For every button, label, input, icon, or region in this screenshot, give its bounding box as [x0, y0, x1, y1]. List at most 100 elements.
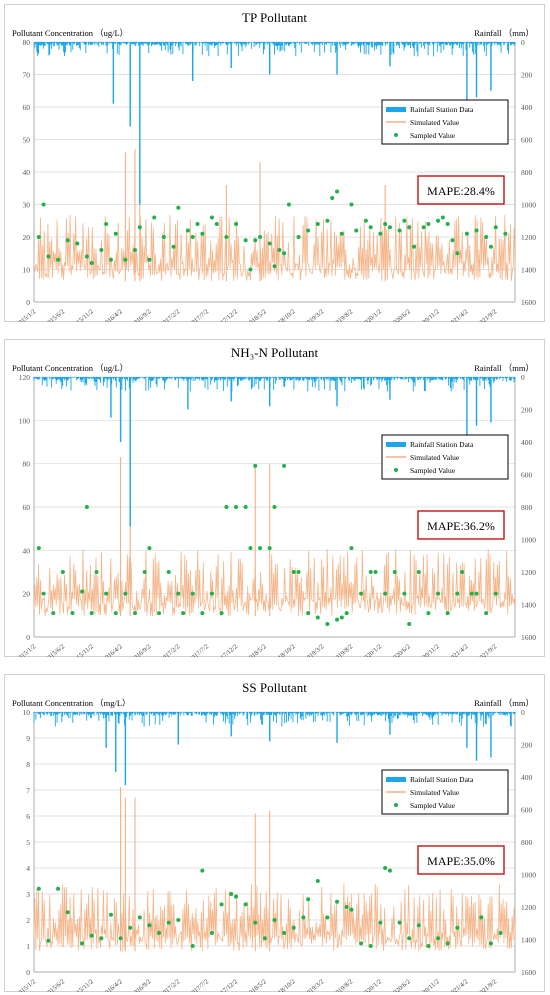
sampled-point — [315, 222, 320, 226]
sampled-point — [387, 868, 392, 873]
sampled-point — [147, 923, 152, 928]
sampled-point — [108, 912, 113, 917]
y2-tick-label: 800 — [521, 838, 533, 847]
sampled-point — [378, 920, 383, 925]
sampled-point — [104, 591, 109, 596]
sampled-point — [349, 907, 354, 912]
y2-axis-label: Rainfall （mm） — [474, 363, 534, 373]
sampled-point — [368, 570, 373, 574]
sampled-point — [296, 235, 301, 239]
y2-tick-label: 1600 — [521, 298, 536, 307]
chart-title: TP Pollutant — [242, 10, 307, 25]
y-tick-label: 20 — [23, 590, 31, 599]
y2-tick-label: 600 — [521, 136, 533, 145]
sampled-point — [445, 222, 450, 226]
y-tick-label: 0 — [26, 633, 30, 642]
y2-axis-label: Rainfall （mm） — [474, 698, 534, 708]
sampled-point — [65, 238, 70, 243]
sampled-point — [267, 546, 272, 551]
sampled-point — [75, 241, 80, 246]
sampled-point — [190, 235, 195, 239]
sampled-point — [89, 611, 94, 616]
sampled-point — [200, 868, 205, 873]
sampled-point — [330, 196, 335, 200]
y-tick-label: 100 — [19, 416, 31, 425]
sampled-point — [291, 570, 296, 574]
y2-tick-label: 0 — [521, 38, 525, 47]
sampled-point — [147, 546, 152, 551]
sampled-point — [258, 546, 263, 551]
sampled-point — [219, 902, 224, 907]
legend-label-sample: Sampled Value — [410, 131, 456, 140]
sampled-point — [464, 231, 469, 236]
sampled-point — [450, 238, 455, 243]
sampled-point — [99, 936, 104, 941]
sampled-point — [89, 933, 94, 938]
y2-tick-label: 800 — [521, 168, 533, 177]
sampled-point — [368, 944, 373, 948]
sampled-point — [407, 225, 412, 230]
sampled-point — [243, 505, 248, 509]
y-tick-label: 7 — [26, 786, 30, 795]
sampled-point — [56, 257, 61, 262]
sampled-point — [248, 267, 253, 272]
sampled-point — [286, 202, 291, 207]
sampled-point — [181, 611, 186, 616]
legend-label-sample: Sampled Value — [410, 466, 456, 475]
y2-tick-label: 0 — [521, 373, 525, 382]
sampled-point — [383, 222, 388, 226]
y-axis-label: Pollutant Concentration （mg/L） — [12, 698, 131, 708]
y2-tick-label: 1000 — [521, 871, 536, 880]
sampled-point — [253, 238, 258, 243]
y-tick-label: 2 — [26, 916, 30, 925]
legend-swatch-sample — [394, 133, 398, 137]
sampled-point — [84, 505, 89, 509]
sampled-point — [445, 611, 450, 616]
sampled-point — [277, 248, 282, 252]
sampled-point — [142, 570, 147, 574]
sampled-point — [397, 920, 402, 925]
sampled-point — [200, 231, 205, 236]
sampled-point — [229, 892, 234, 896]
sampled-point — [301, 915, 306, 920]
legend-label-rain: Rainfall Station Data — [410, 105, 474, 114]
y-tick-label: 80 — [23, 460, 31, 469]
y-tick-label: 120 — [19, 373, 31, 382]
simulated-series — [33, 214, 516, 282]
sampled-point — [436, 936, 441, 941]
ss-chart: SS Pollutant Pollutant Concentration （mg/… — [4, 674, 545, 992]
sampled-point — [426, 944, 431, 948]
y2-tick-label: 1400 — [521, 266, 536, 275]
chart-border — [4, 674, 545, 992]
y-tick-label: 5 — [26, 838, 30, 847]
sampled-point — [282, 251, 287, 256]
sampled-point — [493, 591, 498, 596]
sampled-point — [488, 244, 493, 249]
y-tick-label: 0 — [26, 298, 30, 307]
sampled-point — [209, 215, 214, 220]
chart-panel-ss: SS Pollutant Pollutant Concentration （mg/… — [4, 674, 545, 992]
sampled-point — [383, 591, 388, 596]
legend-swatch-rain — [386, 442, 406, 447]
sampled-point — [282, 463, 287, 468]
y-tick-label: 60 — [23, 103, 31, 112]
sampled-point — [359, 591, 364, 596]
sampled-point — [190, 944, 195, 948]
y-tick-label: 20 — [23, 233, 31, 242]
sampled-point — [455, 925, 460, 930]
sampled-point — [306, 897, 311, 902]
sampled-point — [243, 902, 248, 907]
simulated-series — [33, 548, 516, 617]
sampled-point — [484, 611, 489, 616]
chart-border — [4, 339, 545, 657]
sampled-point — [234, 894, 239, 899]
sampled-point — [445, 941, 450, 946]
sampled-point — [133, 248, 138, 252]
sampled-point — [315, 879, 320, 883]
y-tick-label: 9 — [26, 734, 30, 743]
chart-title: SS Pollutant — [242, 680, 307, 695]
chart-panel-nh3n: NH₃-N Pollutant Pollutant Concentration （… — [4, 339, 545, 657]
legend-label-sim: Simulated Value — [410, 453, 460, 462]
sampled-point — [387, 225, 392, 230]
chart-title: NH₃-N Pollutant — [231, 345, 319, 360]
